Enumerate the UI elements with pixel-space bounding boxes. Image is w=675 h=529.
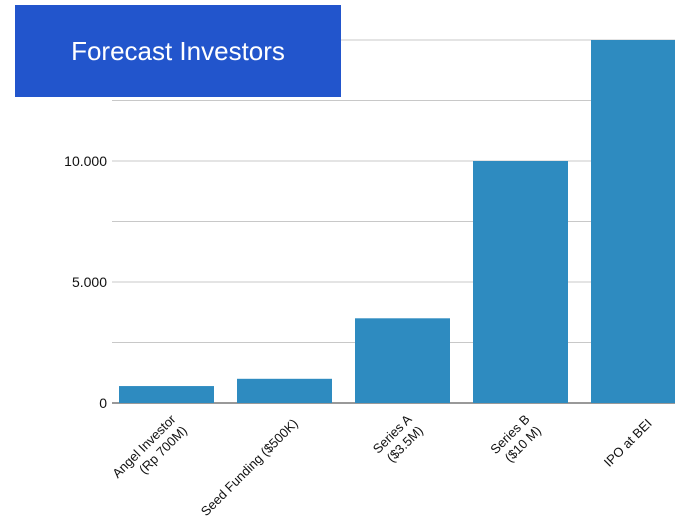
x-tick-label: Angel Investor(Rp 700M) — [109, 411, 190, 492]
bar — [119, 386, 214, 403]
y-tick-label: 10.000 — [64, 153, 107, 169]
x-tick-label: Seed Funding ($500K) — [198, 416, 301, 519]
chart-title-box: Forecast Investors — [15, 5, 341, 97]
x-tick-label: Series A($3.5M) — [370, 411, 426, 467]
bar — [473, 161, 568, 403]
y-axis-ticks: 0 5.000 10.000 — [64, 153, 107, 411]
chart-title: Forecast Investors — [71, 35, 285, 66]
y-tick-label: 5.000 — [72, 274, 107, 290]
y-tick-label: 0 — [99, 395, 107, 411]
bars — [119, 40, 675, 403]
bar — [237, 378, 332, 403]
x-tick-label: Series B($10 M) — [487, 412, 544, 469]
bar — [355, 318, 450, 403]
x-axis-labels: Angel Investor(Rp 700M) Seed Funding ($50… — [109, 411, 655, 519]
x-tick-label: IPO at BEI — [601, 416, 655, 470]
bar — [591, 40, 675, 403]
